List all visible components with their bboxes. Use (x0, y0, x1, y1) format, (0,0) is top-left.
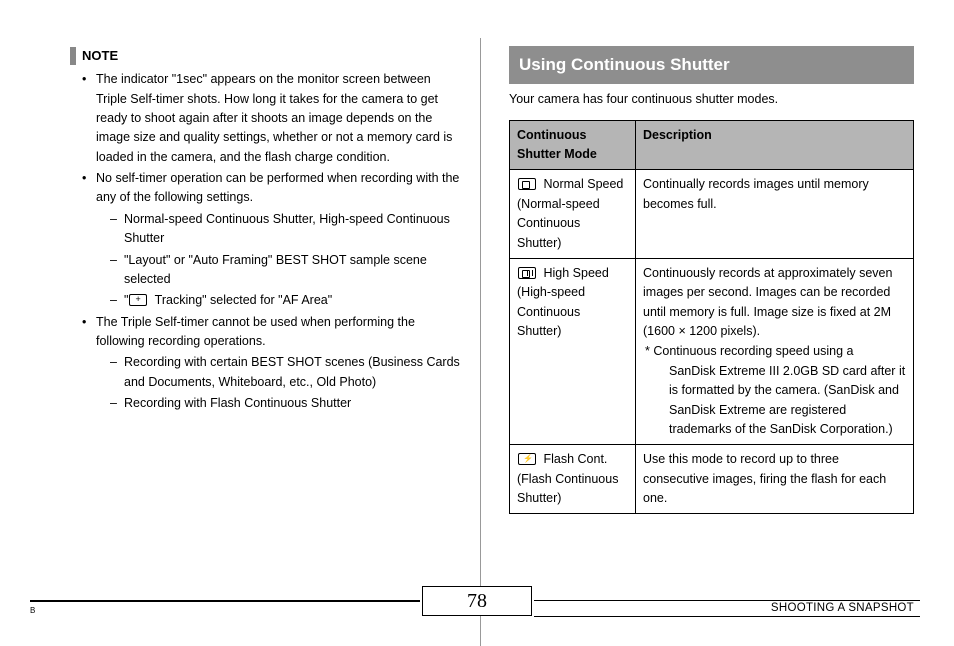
footer-rule-right-bottom (534, 616, 920, 617)
shutter-modes-table: Continuous Shutter Mode Description Norm… (509, 120, 914, 515)
table-cell-mode: High Speed (High-speed Continuous Shutte… (510, 258, 636, 444)
table-cell-mode: Flash Cont. (Flash Continuous Shutter) (510, 445, 636, 514)
table-header-row: Continuous Shutter Mode Description (510, 120, 914, 170)
footer-rule-right-top (534, 600, 920, 601)
mode-icon (518, 267, 536, 279)
table-cell-desc: Continuously records at approximately se… (636, 258, 914, 444)
mode-subname: (High-speed Continuous Shutter) (517, 285, 585, 338)
mode-asterisk-sub: SanDisk Extreme III 2.0GB SD card after … (643, 362, 906, 440)
mode-icon (518, 453, 536, 465)
table-cell-mode: Normal Speed (Normal-speed Continuous Sh… (510, 170, 636, 259)
note-dash-item: Normal-speed Continuous Shutter, High-sp… (110, 210, 460, 249)
mode-name: Flash Cont. (540, 452, 607, 466)
mode-desc: Use this mode to record up to three cons… (643, 452, 886, 505)
note-bullet-text: No self-timer operation can be performed… (96, 171, 459, 204)
mode-name: Normal Speed (540, 177, 623, 191)
note-bullet-item: No self-timer operation can be performed… (84, 169, 460, 311)
note-bullet-list: The indicator "1sec" appears on the moni… (70, 70, 460, 413)
note-dash-list: Recording with certain BEST SHOT scenes … (96, 353, 460, 413)
note-dash-text: Recording with certain BEST SHOT scenes … (124, 355, 460, 388)
mode-name: High Speed (540, 266, 609, 280)
table-cell-desc: Use this mode to record up to three cons… (636, 445, 914, 514)
note-block: NOTE The indicator "1sec" appears on the… (70, 46, 460, 414)
mode-icon (518, 178, 536, 190)
note-dash-item: Recording with Flash Continuous Shutter (110, 394, 460, 413)
note-dash-pre: " (124, 293, 128, 307)
tracking-icon (129, 294, 147, 306)
manual-page: NOTE The indicator "1sec" appears on the… (0, 0, 954, 646)
table-row: Normal Speed (Normal-speed Continuous Sh… (510, 170, 914, 259)
section-intro: Your camera has four continuous shutter … (509, 90, 914, 109)
note-dash-text: Normal-speed Continuous Shutter, High-sp… (124, 212, 450, 245)
note-dash-item: Recording with certain BEST SHOT scenes … (110, 353, 460, 392)
footer-section-label: SHOOTING A SNAPSHOT (771, 602, 914, 614)
note-bullet-text: The indicator "1sec" appears on the moni… (96, 72, 452, 164)
right-column: Using Continuous Shutter Your camera has… (480, 38, 914, 646)
table-row: Flash Cont. (Flash Continuous Shutter) U… (510, 445, 914, 514)
footer-rule-left (30, 600, 420, 602)
note-heading-bar (70, 47, 76, 65)
table-cell-desc: Continually records images until memory … (636, 170, 914, 259)
table-header-mode: Continuous Shutter Mode (510, 120, 636, 170)
note-dash-list: Normal-speed Continuous Shutter, High-sp… (96, 210, 460, 311)
mode-desc: Continuously records at approximately se… (643, 266, 892, 338)
mode-subname: (Normal-speed Continuous Shutter) (517, 197, 600, 250)
mode-desc: Continually records images until memory … (643, 177, 869, 210)
mode-subname: (Flash Continuous Shutter) (517, 472, 618, 505)
page-number: 78 (422, 586, 532, 616)
note-bullet-text: The Triple Self-timer cannot be used whe… (96, 315, 415, 348)
note-dash-text: "Layout" or "Auto Framing" BEST SHOT sam… (124, 253, 427, 286)
page-footer: B 78 SHOOTING A SNAPSHOT (0, 586, 954, 632)
note-bullet-item: The Triple Self-timer cannot be used whe… (84, 313, 460, 414)
note-dash-text: Recording with Flash Continuous Shutter (124, 396, 351, 410)
footer-b-label: B (30, 606, 35, 615)
note-dash-item: " Tracking" selected for "AF Area" (110, 291, 460, 310)
left-column: NOTE The indicator "1sec" appears on the… (60, 38, 480, 646)
note-dash-post: Tracking" selected for "AF Area" (151, 293, 332, 307)
mode-asterisk: * Continuous recording speed using a (643, 342, 906, 361)
note-bullet-item: The indicator "1sec" appears on the moni… (84, 70, 460, 167)
table-header-desc: Description (636, 120, 914, 170)
section-title: Using Continuous Shutter (509, 46, 914, 84)
note-dash-item: "Layout" or "Auto Framing" BEST SHOT sam… (110, 251, 460, 290)
note-heading: NOTE (70, 46, 460, 66)
note-heading-label: NOTE (82, 46, 118, 66)
table-row: High Speed (High-speed Continuous Shutte… (510, 258, 914, 444)
